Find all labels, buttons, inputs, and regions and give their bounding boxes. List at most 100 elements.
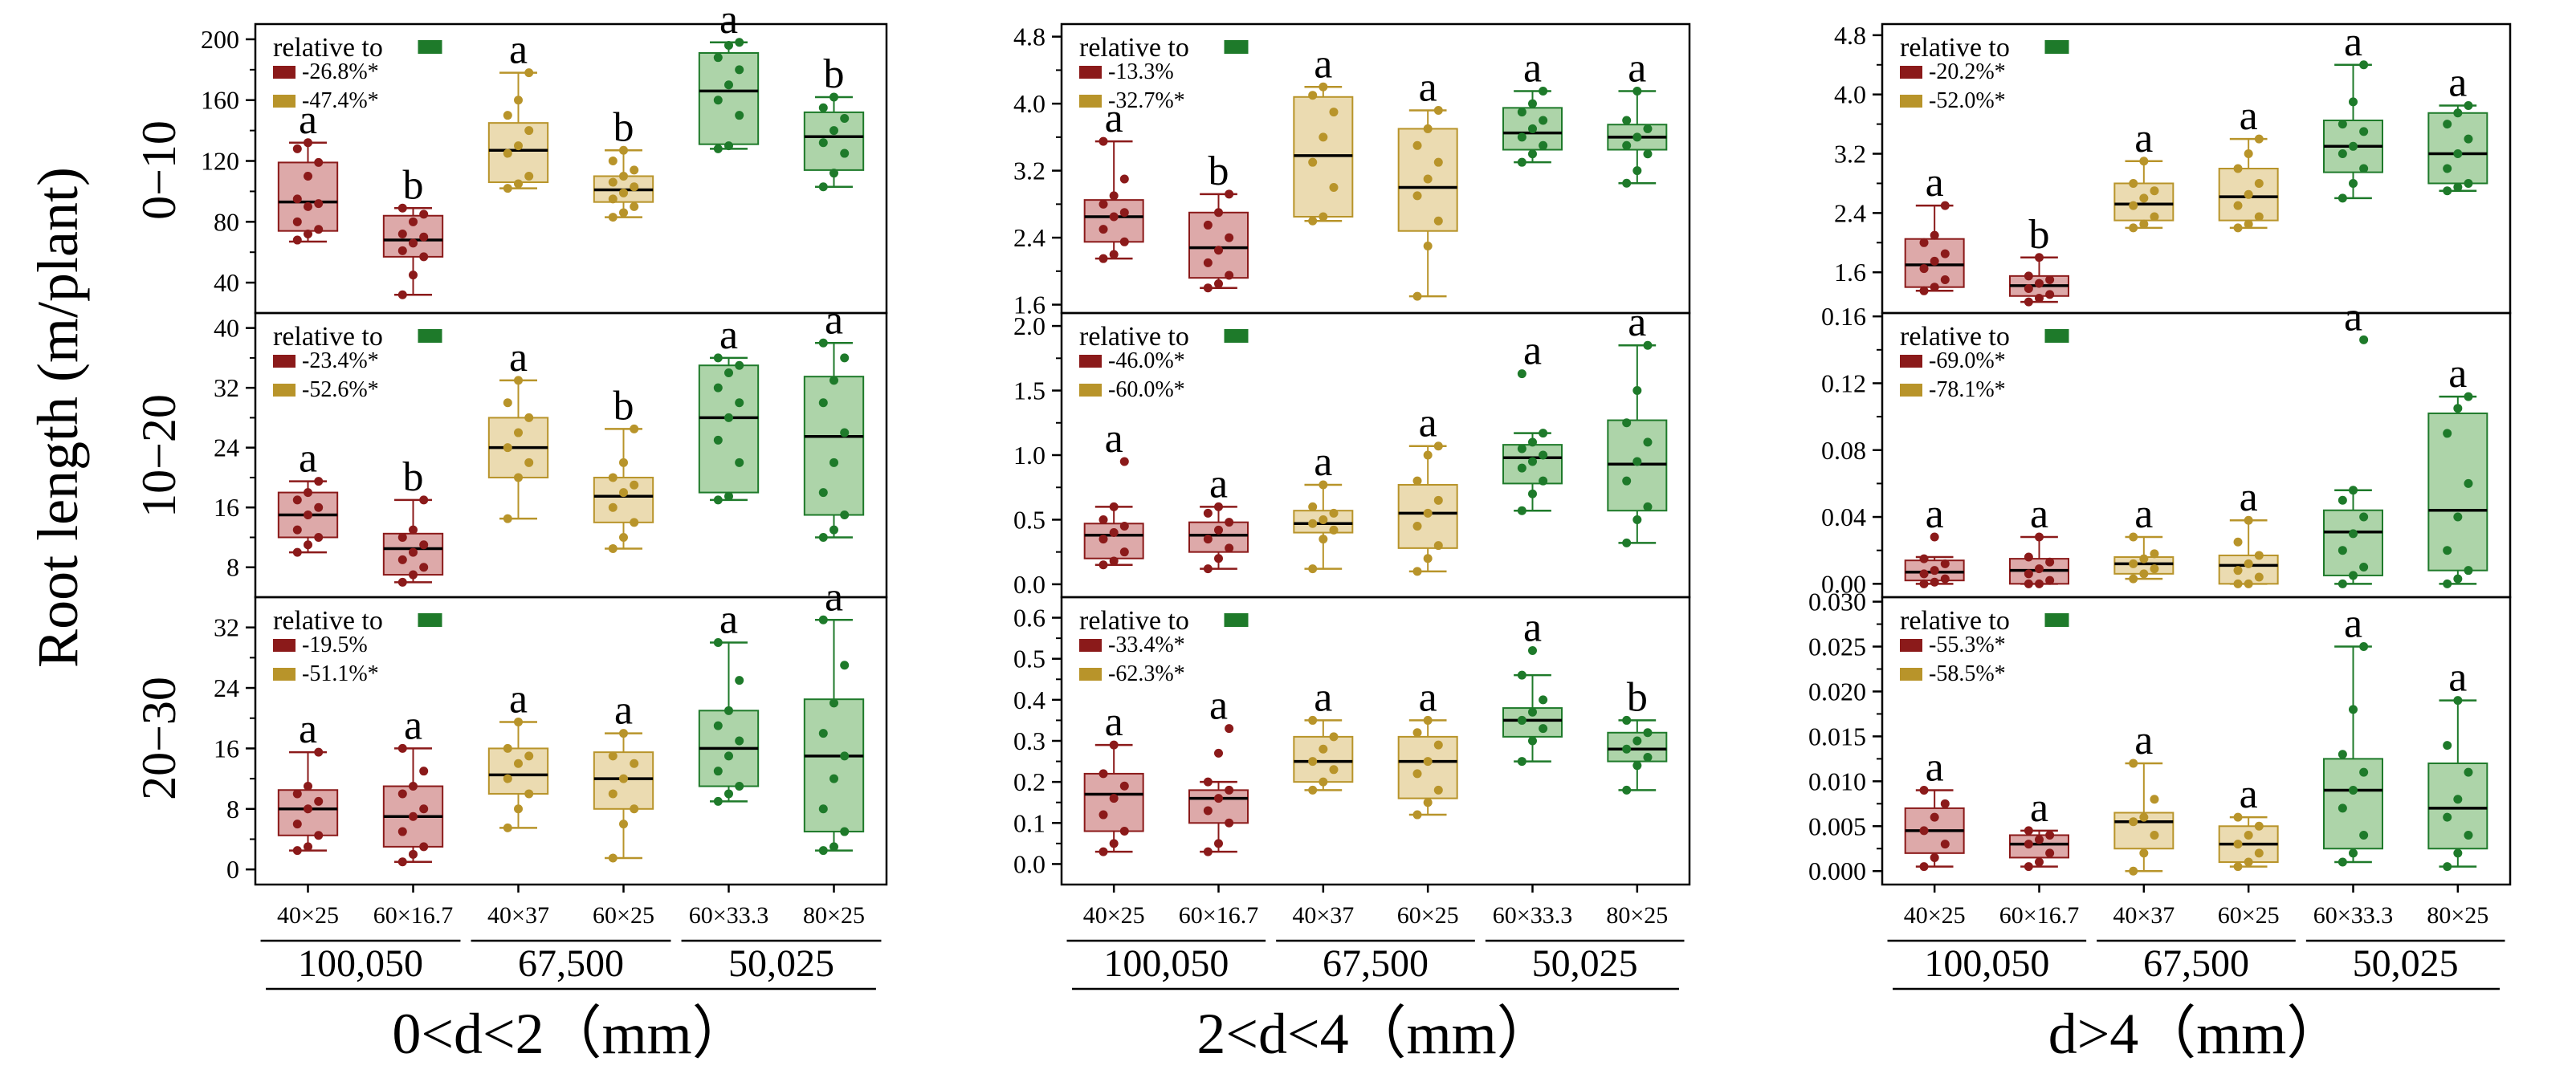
- data-point: [1919, 826, 1929, 836]
- x-tick-label: 60×16.7: [1999, 902, 2079, 929]
- data-point: [1919, 554, 1929, 563]
- data-point: [1109, 839, 1119, 848]
- data-point: [2024, 862, 2033, 872]
- box-40-25: a: [1083, 416, 1144, 570]
- x-tick-label: 40×25: [1904, 902, 1966, 929]
- box-60-25: a: [593, 688, 654, 863]
- data-point: [2338, 495, 2347, 505]
- legend-entry: -69.0%*: [1929, 348, 2006, 373]
- data-point: [1412, 769, 1422, 779]
- significance-letter: a: [1209, 461, 1228, 506]
- data-point: [2139, 812, 2149, 822]
- box-40-37: a: [1293, 674, 1354, 795]
- data-point: [2129, 759, 2138, 768]
- data-point: [503, 148, 512, 158]
- data-point: [2464, 101, 2473, 111]
- legend-entry: -32.7%*: [1108, 88, 1185, 113]
- significance-letter: a: [1419, 674, 1437, 720]
- y-tick-label: 40: [214, 314, 239, 343]
- legend-entry: -26.8%*: [302, 59, 379, 84]
- data-point: [1622, 418, 1632, 428]
- data-point: [1433, 157, 1443, 167]
- data-point: [818, 338, 828, 348]
- significance-letter: a: [2240, 474, 2258, 520]
- data-point: [1319, 744, 1328, 754]
- significance-letter: a: [299, 706, 317, 752]
- data-point: [1517, 108, 1526, 117]
- data-point: [1643, 728, 1653, 738]
- box-80-25: b: [1607, 674, 1668, 795]
- legend-title: relative to: [273, 33, 383, 63]
- data-point: [2338, 803, 2347, 813]
- data-point: [1632, 86, 1642, 96]
- y-tick-label: 24: [214, 433, 239, 462]
- data-point: [292, 820, 302, 829]
- data-point: [818, 532, 828, 542]
- data-point: [2359, 127, 2369, 136]
- legend-swatch: [1079, 668, 1102, 681]
- legend-swatch: [1900, 639, 1922, 652]
- data-point: [514, 717, 523, 726]
- data-point: [1329, 732, 1339, 742]
- data-point: [1528, 489, 1537, 498]
- data-point: [409, 570, 418, 580]
- data-point: [2045, 557, 2055, 567]
- data-point: [292, 547, 302, 557]
- legend-title: relative to: [1079, 322, 1189, 352]
- box-iqr: [803, 111, 865, 171]
- data-point: [2233, 223, 2243, 233]
- data-point: [2024, 840, 2033, 849]
- data-point: [419, 232, 429, 242]
- data-point: [397, 577, 407, 587]
- box-iqr: [698, 52, 760, 145]
- data-point: [514, 96, 523, 105]
- box-40-37: a: [2113, 491, 2175, 584]
- data-point: [1632, 515, 1642, 524]
- data-point: [1203, 564, 1213, 574]
- data-point: [314, 502, 324, 512]
- data-point: [713, 796, 723, 806]
- data-point: [2035, 579, 2044, 588]
- data-point: [1919, 286, 1929, 295]
- data-point: [2349, 97, 2358, 107]
- data-point: [829, 774, 838, 783]
- data-point: [2045, 275, 2055, 284]
- data-point: [1919, 786, 1929, 795]
- box-60-16-7: a: [382, 702, 444, 867]
- x-tick-label: 40×37: [2113, 902, 2175, 929]
- data-point: [503, 398, 512, 408]
- significance-letter: a: [825, 574, 843, 620]
- data-point: [292, 495, 302, 505]
- data-point: [1517, 444, 1526, 454]
- box-iqr: [698, 364, 760, 494]
- data-point: [2233, 579, 2243, 588]
- data-point: [2244, 189, 2253, 199]
- data-point: [2359, 164, 2369, 173]
- significance-letter: b: [2029, 212, 2050, 258]
- data-point: [2233, 840, 2243, 849]
- legend-entry: -47.4%*: [302, 88, 379, 113]
- x-tick-label: 40×25: [277, 902, 339, 929]
- y-tick-label: 2.0: [1013, 311, 1045, 340]
- data-point: [1940, 840, 1950, 849]
- legend-entry: -13.3%: [1108, 59, 1174, 84]
- data-point: [1643, 340, 1653, 350]
- data-point: [524, 68, 534, 78]
- box-60-16-7: b: [382, 162, 444, 299]
- data-point: [292, 789, 302, 799]
- box-60-25: a: [1397, 401, 1458, 576]
- data-point: [1308, 757, 1318, 767]
- data-point: [829, 842, 838, 852]
- data-point: [2024, 284, 2033, 294]
- x-tick-label: 60×25: [1397, 902, 1459, 929]
- data-point: [1308, 715, 1318, 725]
- box-60-16-7: a: [2009, 785, 2069, 872]
- data-point: [2453, 795, 2463, 804]
- data-point: [608, 213, 618, 222]
- box-60-25: a: [2218, 771, 2279, 872]
- chart-title: d>4（mm）: [2048, 1002, 2345, 1066]
- data-point: [1930, 230, 1939, 240]
- data-point: [818, 488, 828, 498]
- data-point: [713, 383, 723, 393]
